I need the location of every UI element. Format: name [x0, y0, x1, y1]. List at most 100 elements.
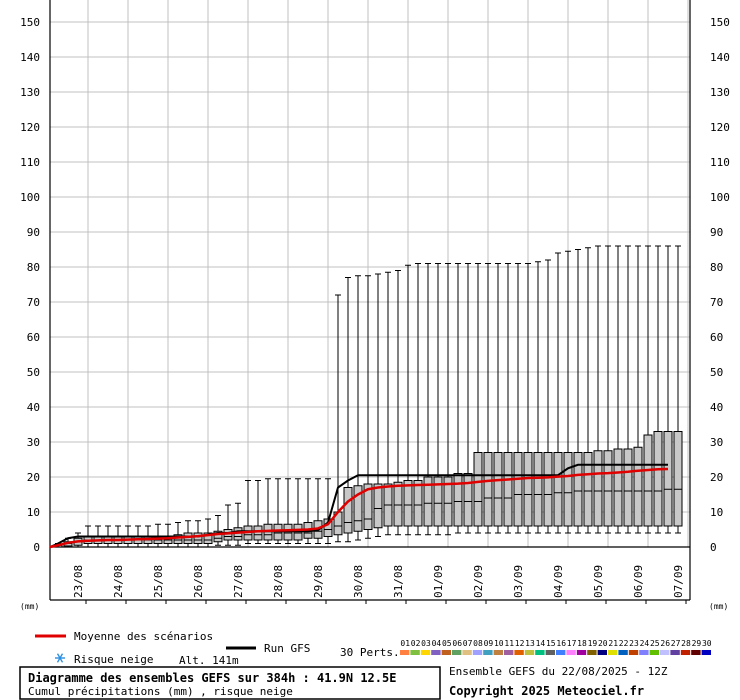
pert-swatch-14 [535, 650, 545, 655]
y-tick-left-140: 140 [20, 51, 40, 64]
y-unit-left: (mm) [20, 602, 39, 611]
pert-swatch-17 [566, 650, 576, 655]
y-tick-right-100: 100 [710, 191, 730, 204]
pert-number-27: 27 [671, 639, 681, 648]
y-tick-right-10: 10 [710, 506, 723, 519]
y-tick-left-150: 150 [20, 16, 40, 29]
pert-number-25: 25 [650, 639, 660, 648]
x-tick-03-09: 03/09 [512, 565, 525, 598]
chart-subtitle: Cumul précipitations (mm) , risque neige [28, 685, 293, 698]
y-tick-left-20: 20 [27, 471, 40, 484]
pert-swatch-04 [431, 650, 441, 655]
x-tick-26-08: 26/08 [192, 565, 205, 598]
perturbation-legend: 01 02 03 04 05 06 07 08 09 10 11 12 13 14 15 16 17 18 19 20… [400, 639, 712, 655]
box-16 [213, 530, 223, 543]
pert-swatch-05 [441, 650, 451, 655]
pert-number-07: 07 [463, 639, 473, 648]
pert-number-04: 04 [432, 639, 442, 648]
pert-swatch-21 [608, 650, 618, 655]
y-tick-left-110: 110 [20, 156, 40, 169]
pert-number-21: 21 [608, 639, 618, 648]
title-box-border [19, 666, 441, 700]
box-49 [543, 452, 553, 527]
pert-swatch-24 [639, 650, 649, 655]
box-50 [553, 452, 563, 527]
y-tick-left-100: 100 [20, 191, 40, 204]
pert-swatch-30 [701, 650, 711, 655]
pert-number-01: 01 [400, 639, 410, 648]
y-tick-right-120: 120 [710, 121, 730, 134]
pert-swatch-07 [462, 650, 472, 655]
pert-swatch-08 [472, 650, 483, 655]
pert-swatch-02 [410, 650, 420, 655]
x-tick-07-09: 07/09 [672, 565, 685, 598]
pert-swatch-06 [452, 650, 462, 655]
pert-swatch-11 [504, 650, 514, 655]
box-59 [643, 434, 653, 527]
box-30 [353, 485, 363, 532]
y-axis-right: 0 10 20 30 40 50 60 70 80 90 100 110 120 130 140 150 [710, 16, 730, 554]
gfs-run-line [49, 463, 668, 548]
pert-swatch-13 [524, 650, 535, 655]
pert-number-09: 09 [484, 639, 494, 648]
x-tick-24-08: 24/08 [112, 565, 125, 598]
pert-number-08: 08 [473, 639, 483, 648]
box-43 [483, 452, 493, 527]
box-47 [523, 452, 533, 527]
pert-number-17: 17 [567, 639, 577, 648]
y-tick-right-30: 30 [710, 436, 723, 449]
y-tick-right-90: 90 [710, 226, 723, 239]
pert-number-19: 19 [588, 639, 598, 648]
x-tick-05-09: 05/09 [592, 565, 605, 598]
pert-swatch-03 [420, 650, 431, 655]
y-tick-right-130: 130 [710, 86, 730, 99]
box-41 [463, 473, 473, 527]
pert-number-10: 10 [494, 639, 504, 648]
x-tick-28-08: 28/08 [272, 565, 285, 598]
box-53 [583, 452, 593, 527]
box-45 [503, 452, 513, 527]
y-tick-right-0: 0 [710, 541, 717, 554]
box-44 [493, 452, 503, 527]
pert-number-05: 05 [442, 639, 452, 648]
pert-number-29: 29 [692, 639, 702, 648]
y-tick-right-70: 70 [710, 296, 723, 309]
pert-number-30: 30 [702, 639, 712, 648]
pert-number-22: 22 [619, 639, 629, 648]
pert-number-18: 18 [577, 639, 587, 648]
y-unit-right: (mm) [709, 602, 728, 611]
pert-swatch-09 [483, 650, 493, 655]
snowflake-icon [55, 653, 65, 663]
y-tick-left-80: 80 [27, 261, 40, 274]
pert-swatch-28 [680, 650, 691, 655]
pert-number-20: 20 [598, 639, 608, 648]
box-52 [573, 452, 583, 527]
pert-number-24: 24 [640, 639, 650, 648]
box-15 [203, 532, 213, 544]
box-14 [193, 532, 203, 544]
run-info: Ensemble GEFS du 22/08/2025 - 12Z [449, 665, 668, 678]
pert-swatch-15 [545, 650, 555, 655]
x-tick-29-08: 29/08 [312, 565, 325, 598]
y-tick-left-130: 130 [20, 86, 40, 99]
box-42 [473, 452, 483, 527]
pert-number-28: 28 [681, 639, 691, 648]
box-38 [433, 476, 443, 527]
box-37 [423, 476, 433, 527]
box-35 [403, 480, 413, 527]
box-29 [343, 487, 353, 534]
pert-swatch-22 [618, 650, 628, 655]
pert-swatch-01 [400, 650, 410, 655]
pert-swatch-26 [660, 650, 670, 655]
box-plots [53, 245, 683, 548]
box-56 [613, 448, 623, 527]
y-axis-left: 0 10 20 30 40 50 60 70 80 90 100 110 120 130 140 150 [20, 16, 40, 554]
box-39 [443, 476, 453, 527]
x-tick-06-09: 06/09 [632, 565, 645, 598]
x-tick-04-09: 04/09 [552, 565, 565, 598]
y-tick-left-70: 70 [27, 296, 40, 309]
pert-swatch-18 [576, 650, 587, 655]
y-tick-left-120: 120 [20, 121, 40, 134]
